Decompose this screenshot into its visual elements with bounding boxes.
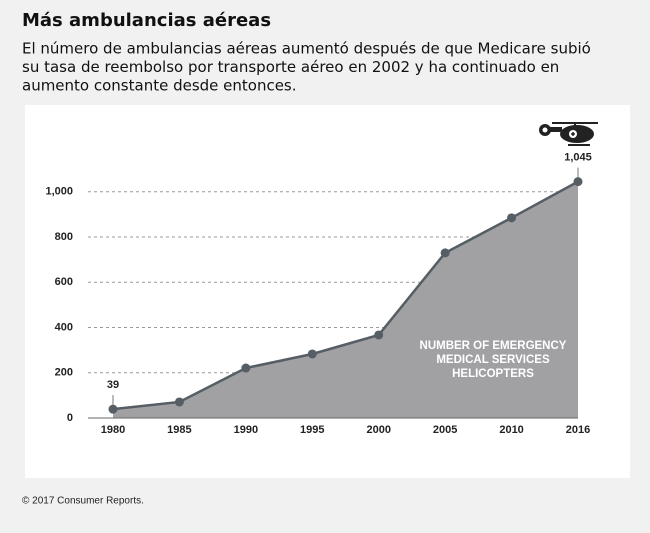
- area-annotation: HELICOPTERS: [452, 368, 534, 380]
- source-note: © 2017 Consumer Reports.: [22, 496, 144, 507]
- point: [507, 213, 517, 223]
- line: [112, 180, 579, 411]
- y-tick-label: 1,000: [45, 186, 73, 198]
- x-tick-label: 1995: [300, 424, 324, 436]
- subtitle-line: aumento constante desde entonces.: [22, 77, 297, 95]
- y-tick-label: 600: [55, 276, 73, 288]
- x-tick-label: 2000: [366, 424, 390, 436]
- subtitle-line: El número de ambulancias aéreas aumentó …: [22, 40, 591, 58]
- x-tick-label: 1990: [234, 424, 258, 436]
- x-tick-label: 2016: [566, 424, 590, 436]
- y-tick-label: 400: [55, 321, 73, 333]
- chart-title: Más ambulancias aéreas: [22, 10, 271, 31]
- point: [241, 363, 251, 373]
- helicopter-icon: [539, 122, 598, 146]
- point: [174, 397, 184, 407]
- subtitle-line: su tasa de reembolso por transporte aére…: [22, 58, 559, 76]
- data-label: 39: [107, 379, 119, 391]
- x-tick-label: 1980: [101, 424, 125, 436]
- y-tick-label: 200: [55, 367, 73, 379]
- point: [374, 330, 384, 340]
- data-label: 1,045: [564, 152, 592, 164]
- point: [573, 177, 583, 187]
- point: [307, 349, 317, 359]
- x-tick-label: 2010: [499, 424, 523, 436]
- x-tick-label: 2005: [433, 424, 457, 436]
- point: [108, 404, 118, 414]
- area: [113, 181, 578, 418]
- point: [440, 248, 450, 258]
- y-tick-label: 800: [55, 231, 73, 243]
- y-tick-label: 0: [67, 412, 73, 424]
- area-annotation: MEDICAL SERVICES: [436, 354, 550, 366]
- area-annotation: NUMBER OF EMERGENCY: [420, 340, 567, 352]
- x-tick-label: 1985: [167, 424, 191, 436]
